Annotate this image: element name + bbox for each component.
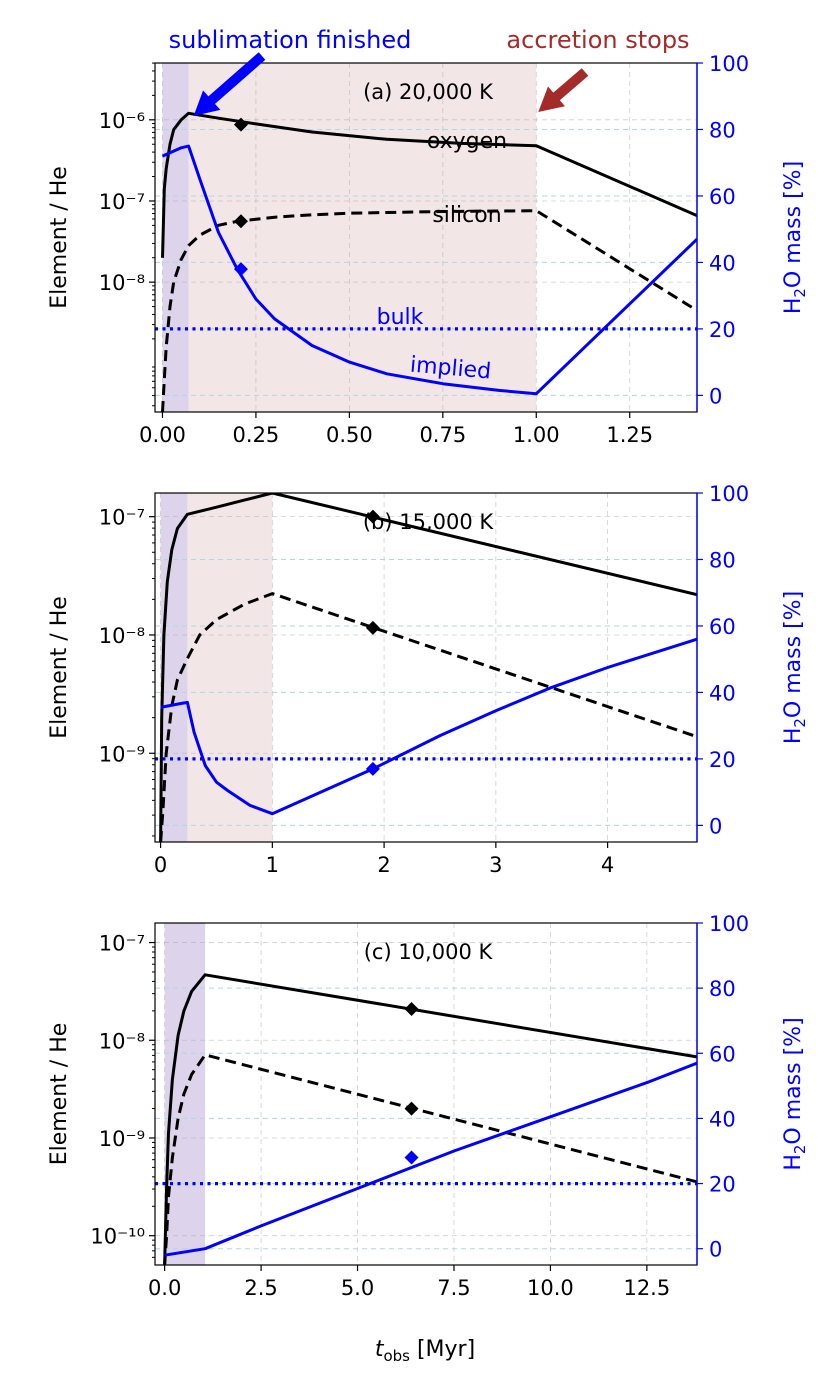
x-tick-label: 2	[377, 853, 390, 877]
right-tick-label: 40	[709, 681, 736, 705]
sublimation-annotation: sublimation finished	[169, 26, 412, 54]
right-tick-label: 20	[709, 748, 736, 772]
x-tick-label: 3	[489, 853, 502, 877]
panel-b: 0 1 2 3 4 10⁻⁹ 10⁻⁸ 10⁻⁷ 0 20 40 60 80 100 (b) 15,000 …	[47, 482, 809, 877]
right-tick-label: 100	[709, 52, 749, 76]
silicon-series-line	[159, 592, 697, 842]
annotation-arrows	[193, 52, 589, 116]
implied-series-line	[164, 1061, 697, 1257]
x-tick-label: 1	[266, 853, 279, 877]
implied-marker	[233, 262, 248, 277]
accretion-annotation: accretion stops	[506, 26, 689, 54]
x-tick-label: 2.5	[244, 1276, 277, 1300]
y-tick-label: 10⁻⁶	[99, 109, 145, 133]
implied-marker	[404, 1150, 419, 1165]
silicon-series-line	[161, 209, 697, 412]
right-tick-label: 0	[709, 384, 722, 408]
right-tick-label: 80	[709, 548, 736, 572]
oxygen-series-line	[161, 111, 697, 258]
oxygen-series-line	[163, 973, 697, 1265]
left-axis-label: Element / He	[47, 596, 72, 739]
right-tick-label: 60	[709, 185, 736, 209]
left-axis-label: Element / He	[47, 166, 72, 309]
y-tick-label: 10⁻⁹	[99, 1127, 145, 1151]
silicon-series-line	[163, 1053, 697, 1265]
accretion-arrow	[538, 68, 589, 112]
series-group	[155, 111, 697, 412]
y-tick-label: 10⁻⁸	[99, 624, 145, 648]
right-tick-label: 100	[709, 912, 749, 936]
oxygen-series-line	[159, 493, 697, 842]
silicon-marker	[365, 620, 380, 635]
right-tick-label: 0	[709, 814, 722, 838]
right-tick-label: 40	[709, 1107, 736, 1131]
x-tick-label: 1.00	[513, 423, 560, 447]
right-tick-label: 80	[709, 118, 736, 142]
bulk-label: bulk	[377, 305, 424, 330]
right-tick-label: 60	[709, 615, 736, 639]
right-tick-label: 20	[709, 1173, 736, 1197]
panel-title: (b) 15,000 K	[363, 510, 495, 534]
x-tick-label: 5.0	[341, 1276, 374, 1300]
right-axis-label: H2O mass [%]	[781, 1017, 809, 1170]
x-tick-label: 0.75	[419, 423, 466, 447]
y-tick-label: 10⁻⁸	[99, 1029, 145, 1053]
panel-title: (a) 20,000 K	[363, 80, 494, 104]
right-axis-label: H2O mass [%]	[781, 591, 809, 744]
y-tick-label: 10⁻⁹	[99, 742, 145, 766]
right-tick-label: 60	[709, 1042, 736, 1066]
x-tick-label: 12.5	[623, 1276, 670, 1300]
right-axis-label: H2O mass [%]	[781, 161, 809, 314]
x-tick-label: 1.25	[606, 423, 653, 447]
y-tick-label: 10⁻⁸	[99, 271, 145, 295]
accretion-phase-shade	[187, 493, 273, 842]
x-tick-label: 0.50	[326, 423, 373, 447]
silicon-label: silicon	[432, 203, 501, 228]
sublimation-arrow	[193, 52, 266, 116]
silicon-marker	[404, 1101, 419, 1116]
x-tick-label: 10.0	[527, 1276, 574, 1300]
silicon-marker	[233, 214, 248, 229]
left-axis-label: Element / He	[47, 1023, 72, 1166]
panel-a: 0.00 0.25 0.50 0.75 1.00 1.25 10⁻⁸ 10⁻⁷ 10⁻⁶ 0 20 4…	[47, 52, 809, 447]
x-tick-label: 4	[601, 853, 614, 877]
right-tick-label: 0	[709, 1238, 722, 1262]
x-tick-label: 0.0	[148, 1276, 181, 1300]
implied-series-line	[161, 144, 697, 396]
y-tick-label: 10⁻⁷	[99, 932, 145, 956]
x-tick-label: 0.25	[233, 423, 280, 447]
oxygen-marker	[365, 509, 380, 524]
oxygen-marker	[233, 117, 248, 132]
implied-series-line	[160, 637, 697, 816]
implied-marker	[365, 761, 380, 776]
y-tick-label: 10⁻⁷	[99, 190, 145, 214]
x-tick-label: 7.5	[437, 1276, 470, 1300]
series-group	[155, 973, 697, 1265]
series-group	[155, 493, 697, 842]
y-tick-label: 10⁻¹⁰	[90, 1225, 145, 1249]
right-tick-label: 100	[709, 482, 749, 506]
x-axis-label: tobs [Myr]	[375, 1337, 475, 1365]
panel-c: 0.0 2.5 5.0 7.5 10.0 12.5 10⁻¹⁰ 10⁻⁹ 10⁻⁸ 10⁻⁷ 0 20…	[47, 912, 809, 1300]
y-tick-label: 10⁻⁷	[99, 506, 145, 530]
panel-title: (c) 10,000 K	[364, 940, 494, 964]
x-tick-label: 0.00	[139, 423, 186, 447]
oxygen-marker	[404, 1001, 419, 1016]
x-tick-label: 0	[154, 853, 167, 877]
oxygen-label: oxygen	[427, 129, 507, 154]
right-tick-label: 40	[709, 251, 736, 275]
right-tick-label: 20	[709, 318, 736, 342]
right-tick-label: 80	[709, 977, 736, 1001]
